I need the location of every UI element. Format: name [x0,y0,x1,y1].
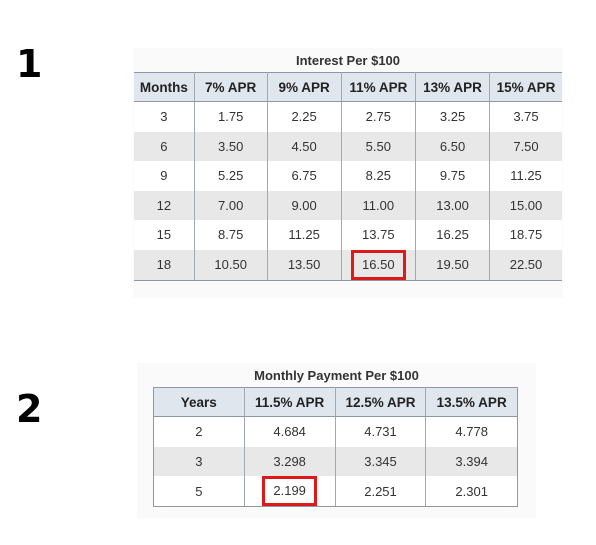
problem-number-2: 2 [16,387,43,431]
table-cell: 3.25 [415,101,491,132]
monthly-payment-table-block: Monthly Payment Per $100 Years 11.5% APR 1… [137,363,536,518]
table-cell: 22.50 [489,249,562,281]
table-cell: 2.251 [334,476,427,507]
table-row: 3 1.75 2.25 2.75 3.25 3.75 [134,101,562,132]
table-cell: 3.75 [489,101,562,132]
table-row: 6 3.50 4.50 5.50 6.50 7.50 [134,131,562,161]
table-cell: 8.75 [194,220,268,250]
column-header: 12.5% APR [334,387,427,417]
table-row: 18 10.50 13.50 16.50 19.50 22.50 [134,249,562,281]
monthly-payment-table-title: Monthly Payment Per $100 [254,368,419,383]
table-cell: 13.00 [415,190,491,220]
column-header: 15% APR [489,72,562,102]
interest-table-title: Interest Per $100 [295,53,401,68]
table-cell: 5.50 [341,131,417,161]
table-cell: 9 [134,161,195,191]
table-cell: 7.00 [194,190,268,220]
column-header: 13.5% APR [425,387,518,417]
table-cell: 4.731 [334,416,427,447]
table-header-row: Months 7% APR 9% APR 11% APR 13% APR 15% APR [134,72,562,102]
column-header: Years [153,387,245,417]
table-cell: 3.345 [334,446,427,476]
table-cell: 9.75 [415,161,491,191]
column-header: 7% APR [194,72,268,102]
table-cell: 2.75 [341,101,417,132]
table-cell: 16.25 [415,220,491,250]
table-row: 2 4.684 4.731 4.778 [153,416,518,447]
table-cell: 3.394 [425,446,518,476]
table-cell: 16.50 [341,249,417,281]
table-cell: 6.75 [267,161,342,191]
table-cell: 3.50 [194,131,268,161]
table-cell: 5.25 [194,161,268,191]
highlighted-value: 16.50 [351,249,406,280]
table-cell: 2.25 [267,101,342,132]
table-cell: 12 [134,190,195,220]
table-header-row: Years 11.5% APR 12.5% APR 13.5% APR [153,387,518,417]
table-cell: 4.778 [425,416,518,447]
table-cell: 19.50 [415,249,491,281]
table-cell: 6 [134,131,195,161]
table-cell: 11.00 [341,190,417,220]
table-row: 15 8.75 11.25 13.75 16.25 18.75 [134,220,562,250]
table-row: 12 7.00 9.00 11.00 13.00 15.00 [134,190,562,220]
table-cell: 10.50 [194,249,268,281]
column-header: 9% APR [267,72,342,102]
column-header: 11.5% APR [243,387,336,417]
table-cell: 3 [153,446,245,476]
table-row: 5 2.199 2.251 2.301 [153,476,518,507]
table-cell: 18 [134,249,195,281]
table-cell: 9.00 [267,190,342,220]
table-cell: 4.684 [243,416,336,447]
table-cell: 2.301 [425,476,518,507]
interest-table-block: Interest Per $100 Months 7% APR 9% APR 11% … [133,48,563,298]
table-cell: 5 [153,476,245,507]
table-cell: 13.75 [341,220,417,250]
column-header: Months [134,72,195,102]
table-cell: 2.199 [243,476,336,507]
table-row: 9 5.25 6.75 8.25 9.75 11.25 [134,161,562,191]
highlighted-value: 2.199 [262,476,317,506]
table-cell: 3.298 [243,446,336,476]
table-cell: 15 [134,220,195,250]
table-cell: 18.75 [489,220,562,250]
table-cell: 1.75 [194,101,268,132]
table-cell: 4.50 [267,131,342,161]
table-cell: 11.25 [489,161,562,191]
table-cell: 8.25 [341,161,417,191]
column-header: 13% APR [415,72,491,102]
table-cell: 7.50 [489,131,562,161]
table-cell: 15.00 [489,190,562,220]
table-row: 3 3.298 3.345 3.394 [153,446,518,476]
table-cell: 13.50 [267,249,342,281]
table-cell: 11.25 [267,220,342,250]
table-cell: 6.50 [415,131,491,161]
column-header: 11% APR [341,72,417,102]
problem-number-1: 1 [16,42,43,86]
monthly-payment-table: Years 11.5% APR 12.5% APR 13.5% APR 2 4.684 4… [153,387,518,507]
table-cell: 2 [153,416,245,447]
interest-table: Months 7% APR 9% APR 11% APR 13% APR 15% APR … [134,72,562,281]
table-cell: 3 [134,101,195,132]
